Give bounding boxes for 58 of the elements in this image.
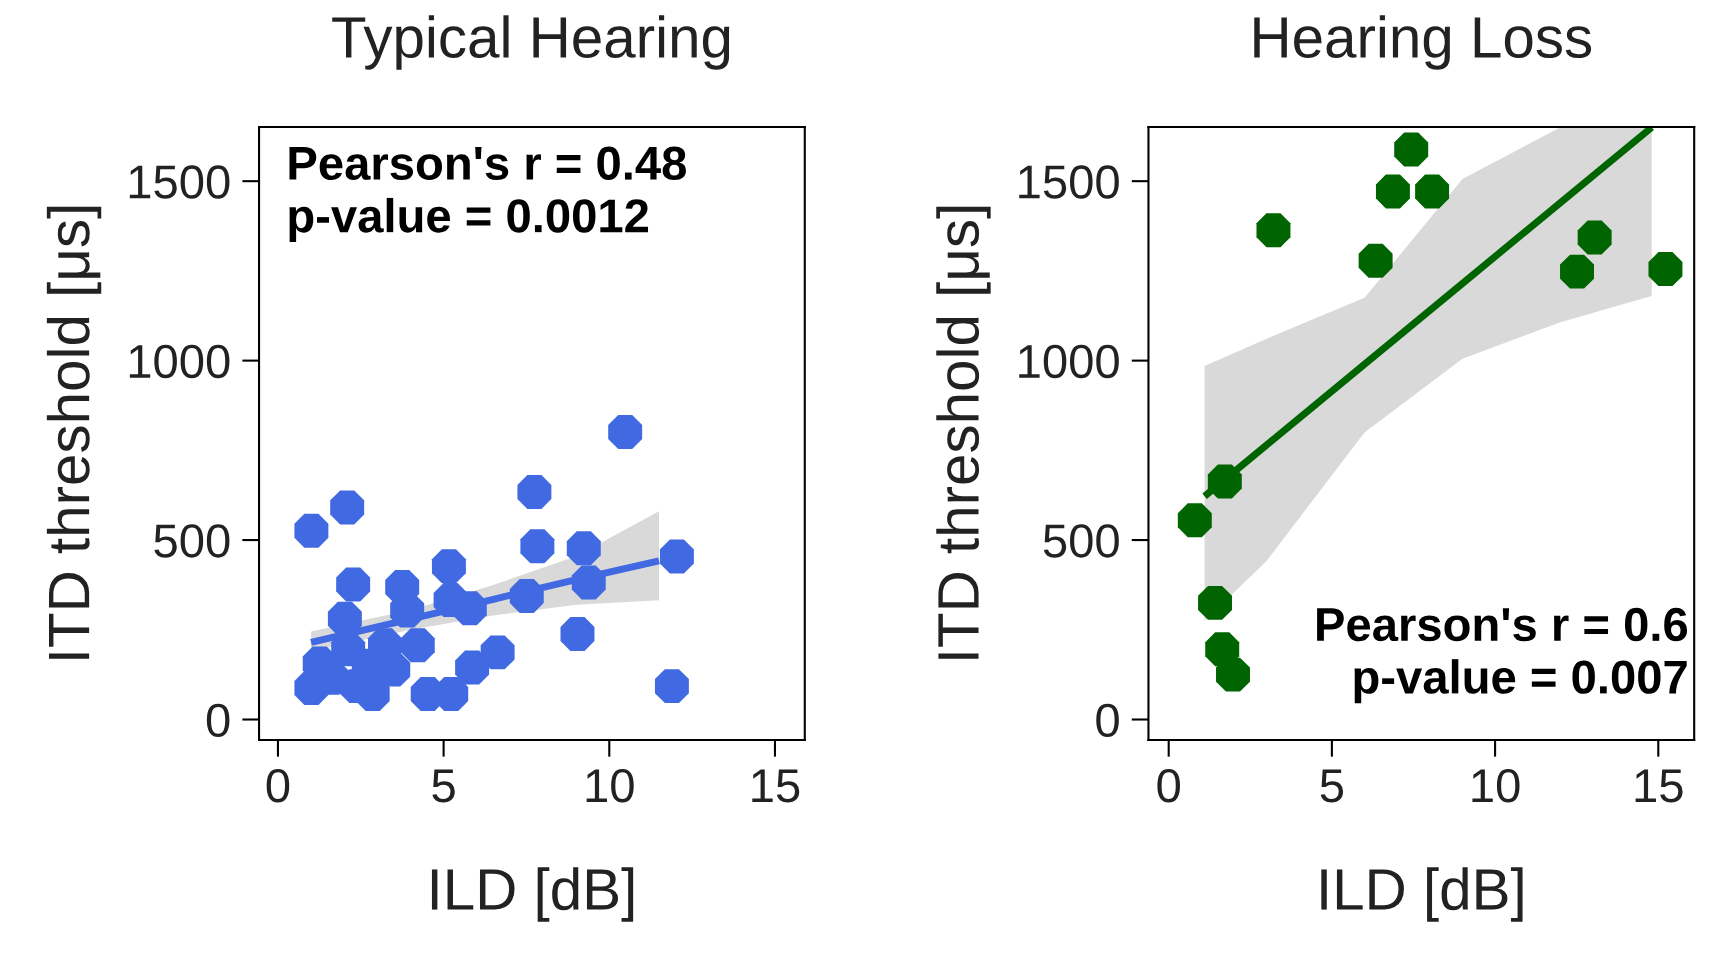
point bbox=[1256, 213, 1291, 248]
point bbox=[1358, 243, 1393, 278]
point bbox=[336, 567, 371, 602]
x-tick-label: 5 bbox=[1320, 769, 1344, 803]
x-tick-label: 10 bbox=[586, 768, 634, 803]
y-tick-label: 500 bbox=[1043, 524, 1119, 558]
annotation: p-value = 0.0012 bbox=[289, 197, 649, 242]
point bbox=[400, 628, 435, 663]
point bbox=[1207, 464, 1242, 499]
annotation: Pearson's r = 0.6 bbox=[1317, 607, 1688, 642]
annotation: Pearson's r = 0.48 bbox=[289, 146, 686, 181]
x-axis-title: ILD [dB] bbox=[431, 867, 634, 922]
point bbox=[1205, 632, 1240, 667]
point bbox=[330, 490, 365, 525]
point bbox=[390, 593, 425, 628]
point bbox=[659, 539, 694, 574]
y-tick-label: 1500 bbox=[129, 165, 230, 199]
point bbox=[1560, 254, 1594, 289]
point bbox=[1577, 220, 1612, 255]
x-axis-title: ILD [dB] bbox=[1321, 867, 1523, 922]
point bbox=[566, 531, 601, 566]
x-tick-label: 15 bbox=[1635, 769, 1683, 803]
x-tick-label: 5 bbox=[432, 769, 455, 803]
x-tick-label: 10 bbox=[1472, 768, 1520, 803]
y-tick-label: 500 bbox=[154, 524, 230, 558]
y-tick-label: 0 bbox=[206, 703, 230, 738]
point bbox=[327, 601, 362, 636]
point bbox=[294, 513, 329, 548]
y-axis-title: ITD threshold [μs] bbox=[46, 206, 102, 659]
point bbox=[654, 669, 689, 704]
y-tick-label: 1500 bbox=[1019, 165, 1119, 199]
point bbox=[480, 635, 515, 670]
annotation: p-value = 0.007 bbox=[1354, 659, 1687, 704]
point bbox=[431, 549, 466, 584]
point bbox=[1415, 174, 1450, 209]
point bbox=[452, 591, 487, 626]
point bbox=[520, 529, 555, 564]
chart-title: Typical Hearing bbox=[332, 15, 730, 70]
x-tick-label: 0 bbox=[1157, 768, 1180, 803]
y-axis-title: ITD threshold [μs] bbox=[936, 206, 991, 659]
point bbox=[608, 415, 643, 450]
point bbox=[1216, 657, 1250, 692]
point bbox=[560, 617, 595, 652]
x-tick-label: 0 bbox=[266, 768, 290, 803]
y-tick-label: 1000 bbox=[1019, 344, 1119, 379]
point bbox=[455, 650, 490, 685]
point bbox=[1198, 585, 1233, 620]
chart-title: Hearing Loss bbox=[1254, 15, 1592, 70]
point bbox=[1177, 503, 1212, 538]
point bbox=[509, 579, 544, 614]
y-tick-label: 0 bbox=[1096, 703, 1119, 738]
point bbox=[571, 565, 606, 600]
x-tick-label: 15 bbox=[752, 769, 800, 803]
point bbox=[517, 475, 552, 509]
point bbox=[1394, 132, 1429, 167]
point bbox=[1375, 174, 1410, 209]
y-tick-label: 1000 bbox=[129, 344, 230, 379]
point bbox=[1648, 252, 1683, 287]
